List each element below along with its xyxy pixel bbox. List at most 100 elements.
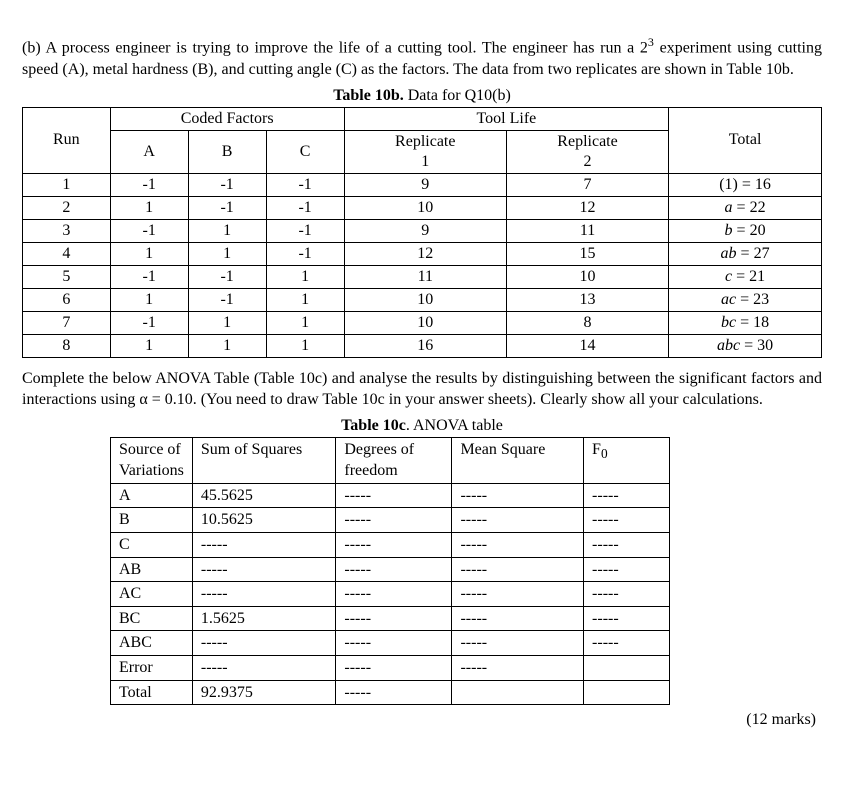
table-row: B 10.5625 ----- ----- ----- (111, 508, 670, 533)
cell-r1: 16 (344, 334, 506, 357)
cell-r1: 9 (344, 219, 506, 242)
table-row: AC ----- ----- ----- ----- (111, 582, 670, 607)
table-10c-caption: Table 10c. ANOVA table (22, 417, 822, 435)
cell-b: 1 (188, 242, 266, 265)
table-row: Total 92.9375 ----- (111, 680, 670, 705)
cell-run: 7 (23, 311, 111, 334)
table-10c-header: Source of Variations Sum of Squares Degr… (111, 437, 670, 483)
cell-ss: ----- (192, 557, 336, 582)
cell-a: 1 (110, 242, 188, 265)
cell-df: ----- (336, 582, 452, 607)
cell-f: ----- (584, 483, 670, 508)
cell-total: c = 21 (669, 265, 822, 288)
th-f-sub: 0 (601, 446, 608, 461)
cell-ms: ----- (452, 483, 584, 508)
t-lbl: b (725, 222, 733, 239)
t-lbl: ab (721, 245, 737, 262)
cell-src: C (111, 533, 193, 558)
t-lbl: abc (717, 337, 740, 354)
table-10b-caption-rest: Data for Q10(b) (404, 87, 511, 104)
th-f: F (592, 441, 601, 458)
cell-c: -1 (266, 173, 344, 196)
table-10c-caption-rest: . ANOVA table (406, 417, 503, 434)
cell-run: 5 (23, 265, 111, 288)
cell-f: ----- (584, 557, 670, 582)
cell-run: 8 (23, 334, 111, 357)
t-eq: = 23 (736, 291, 769, 308)
th-rep1b: 1 (421, 153, 429, 170)
th-a: A (110, 130, 188, 173)
cell-src: BC (111, 606, 193, 631)
cell-df: ----- (336, 557, 452, 582)
table-10b-caption: Table 10b. Data for Q10(b) (22, 87, 822, 105)
t-lbl: a (725, 199, 733, 216)
cell-f: ----- (584, 508, 670, 533)
table-row: 6 1 -1 1 10 13 ac = 23 (23, 288, 822, 311)
th-df: Degrees of freedom (336, 437, 452, 483)
cell-ss: 45.5625 (192, 483, 336, 508)
cell-b: 1 (188, 334, 266, 357)
th-ss: Sum of Squares (192, 437, 336, 483)
cell-ss: 92.9375 (192, 680, 336, 705)
cell-total: (1) = 16 (669, 173, 822, 196)
th-run: Run (23, 107, 111, 173)
cell-src: AC (111, 582, 193, 607)
cell-f: ----- (584, 606, 670, 631)
cell-a: -1 (110, 265, 188, 288)
th-coded: Coded Factors (110, 107, 344, 130)
cell-r2: 13 (506, 288, 668, 311)
t-eq: = 22 (733, 199, 766, 216)
cell-ms: ----- (452, 557, 584, 582)
cell-a: 1 (110, 196, 188, 219)
t-eq: = 27 (737, 245, 770, 262)
table-10b-caption-bold: Table 10b. (333, 87, 404, 104)
cell-r1: 11 (344, 265, 506, 288)
cell-ss: 10.5625 (192, 508, 336, 533)
cell-df: ----- (336, 656, 452, 681)
cell-ss: ----- (192, 582, 336, 607)
cell-run: 2 (23, 196, 111, 219)
cell-r2: 11 (506, 219, 668, 242)
cell-ms: ----- (452, 631, 584, 656)
cell-df: ----- (336, 606, 452, 631)
cell-a: 1 (110, 334, 188, 357)
th-src2: Variations (119, 462, 184, 479)
cell-total: ac = 23 (669, 288, 822, 311)
th-f0: F0 (584, 437, 670, 483)
cell-src: ABC (111, 631, 193, 656)
cell-b: -1 (188, 288, 266, 311)
cell-df: ----- (336, 533, 452, 558)
cell-ss: ----- (192, 631, 336, 656)
intro-pre: (b) A process engineer is trying to impr… (22, 39, 648, 56)
th-source: Source of Variations (111, 437, 193, 483)
table-row: C ----- ----- ----- ----- (111, 533, 670, 558)
t-eq: = 20 (733, 222, 766, 239)
cell-src: Error (111, 656, 193, 681)
table-row: Error ----- ----- ----- (111, 656, 670, 681)
t-lbl: (1) (719, 176, 738, 193)
th-src1: Source of (119, 441, 181, 458)
cell-total: b = 20 (669, 219, 822, 242)
cell-r1: 10 (344, 311, 506, 334)
cell-b: -1 (188, 265, 266, 288)
t-eq: = 16 (738, 176, 771, 193)
cell-c: 1 (266, 288, 344, 311)
t-eq: = 30 (740, 337, 773, 354)
th-rep2a: Replicate (557, 133, 617, 150)
table-10b: Run Coded Factors Tool Life Total A B C … (22, 107, 822, 358)
cell-b: 1 (188, 219, 266, 242)
cell-src: AB (111, 557, 193, 582)
cell-a: -1 (110, 311, 188, 334)
cell-src: B (111, 508, 193, 533)
table-10c-caption-bold: Table 10c (341, 417, 406, 434)
t-eq: = 21 (732, 268, 765, 285)
cell-f: ----- (584, 631, 670, 656)
cell-r1: 9 (344, 173, 506, 196)
cell-c: 1 (266, 311, 344, 334)
cell-src: A (111, 483, 193, 508)
table-row: ABC ----- ----- ----- ----- (111, 631, 670, 656)
cell-df: ----- (336, 631, 452, 656)
cell-ss: 1.5625 (192, 606, 336, 631)
cell-f: ----- (584, 533, 670, 558)
cell-r2: 14 (506, 334, 668, 357)
